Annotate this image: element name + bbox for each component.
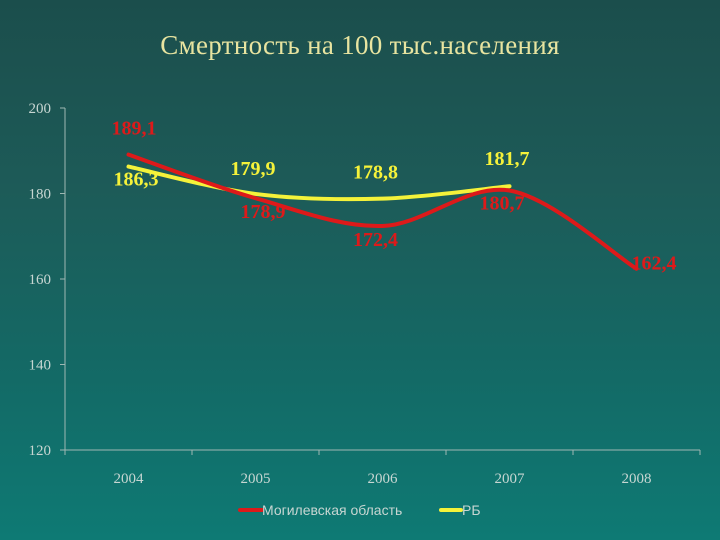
mogilev-series-line (126, 152, 639, 271)
rb-data-label: 186,3 (114, 169, 159, 191)
series-layer (126, 152, 639, 271)
x-tick-label: 2005 (241, 471, 271, 487)
mogilev-data-label: 189,1 (112, 118, 157, 140)
mogilev-data-label: 172,4 (353, 229, 398, 251)
mogilev-data-label: 178,9 (241, 201, 286, 223)
rb-data-label: 181,7 (485, 148, 530, 170)
chart-title: Смертность на 100 тыс.населения (160, 30, 560, 60)
mogilev-data-label: 162,4 (632, 253, 677, 275)
x-tick-label: 2006 (368, 471, 399, 487)
y-tick-label: 160 (29, 272, 52, 288)
legend-label-mogilev: Могилевская область (262, 502, 402, 518)
rb-data-label: 179,9 (231, 158, 276, 180)
mogilev-data-label: 180,7 (480, 193, 525, 215)
x-tick-label: 2004 (114, 471, 145, 487)
legend-label-rb: РБ (462, 502, 481, 518)
y-tick-label: 120 (29, 443, 52, 459)
rb-series-line (126, 164, 512, 202)
y-tick-label: 140 (29, 358, 52, 374)
data-labels: 189,1 178,9 172,4 180,7 162,4 186,3 179,9 178,8… (112, 118, 677, 275)
y-tick-label: 180 (29, 187, 52, 203)
legend: Могилевская область РБ (238, 502, 481, 518)
y-tick-label: 200 (29, 101, 52, 117)
axes: 120 140 160 180 200 2004 2005 2006 2007 2008 (29, 101, 701, 487)
rb-data-label: 178,8 (353, 162, 398, 184)
x-tick-label: 2008 (622, 471, 652, 487)
x-tick-label: 2007 (495, 471, 526, 487)
